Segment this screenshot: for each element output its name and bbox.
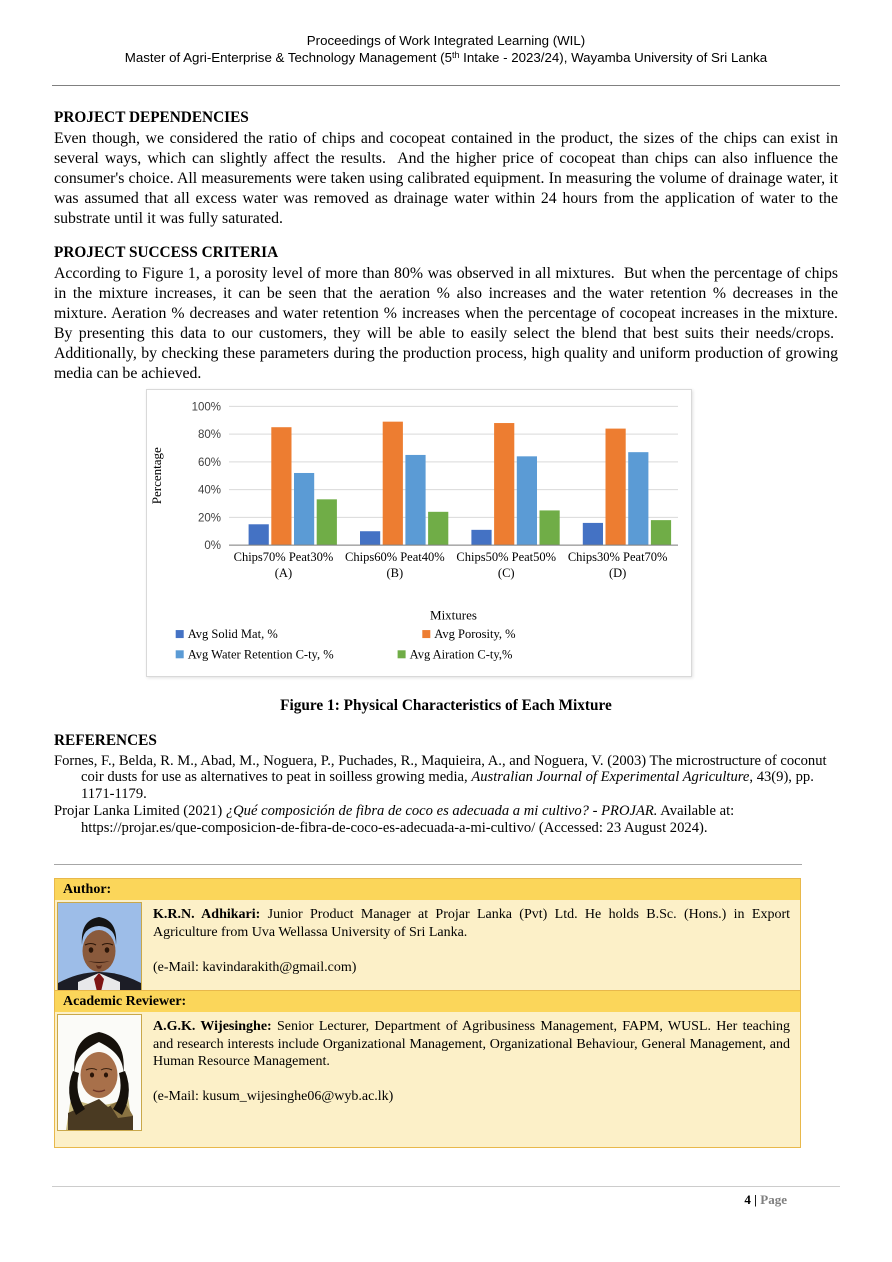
svg-text:(A): (A)	[275, 566, 292, 580]
svg-text:0%: 0%	[204, 540, 221, 552]
svg-text:40%: 40%	[198, 485, 221, 497]
svg-text:(B): (B)	[387, 566, 404, 580]
svg-text:Percentage: Percentage	[149, 447, 164, 504]
svg-text:20%: 20%	[198, 512, 221, 524]
svg-text:Avg Porosity, %: Avg Porosity, %	[434, 627, 515, 641]
svg-text:Chips50% Peat50%: Chips50% Peat50%	[456, 550, 556, 564]
svg-text:80%: 80%	[198, 429, 221, 441]
svg-text:Chips70% Peat30%: Chips70% Peat30%	[234, 550, 334, 564]
svg-text:60%: 60%	[198, 457, 221, 469]
svg-text:Avg Water Retention C-ty, %: Avg Water Retention C-ty, %	[188, 647, 334, 661]
svg-text:Chips60% Peat40%: Chips60% Peat40%	[345, 550, 445, 564]
svg-text:Avg Solid Mat, %: Avg Solid Mat, %	[188, 627, 278, 641]
svg-text:Chips30% Peat70%: Chips30% Peat70%	[568, 550, 668, 564]
svg-text:(C): (C)	[498, 566, 515, 580]
svg-text:(D): (D)	[609, 566, 626, 580]
svg-text:Mixtures: Mixtures	[430, 607, 477, 622]
svg-text:Avg Airation C-ty,%: Avg Airation C-ty,%	[410, 647, 513, 661]
svg-text:100%: 100%	[192, 401, 221, 413]
